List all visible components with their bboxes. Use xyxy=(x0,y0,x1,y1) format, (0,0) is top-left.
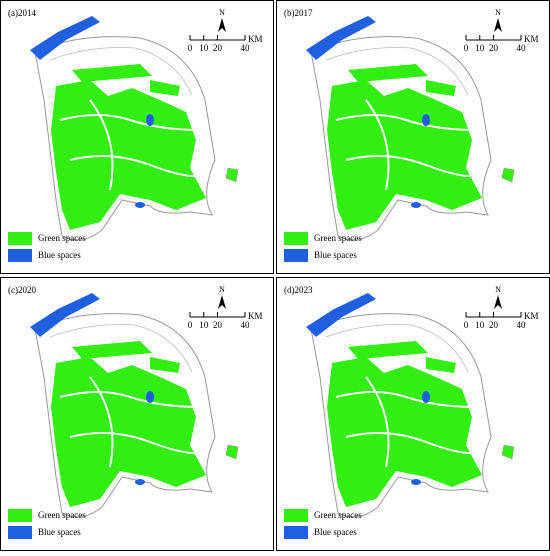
legend-label: Blue spaces xyxy=(314,250,357,260)
scale-label: 0 xyxy=(188,43,193,53)
scale-label: 10 xyxy=(199,320,209,330)
scale-unit: KM xyxy=(524,34,539,44)
island xyxy=(225,444,239,460)
island xyxy=(501,444,515,460)
land-inner xyxy=(49,47,193,96)
legend-swatch xyxy=(8,526,32,539)
scale-label: 10 xyxy=(475,320,485,330)
lake xyxy=(135,202,145,208)
legend-label: Blue spaces xyxy=(38,250,81,260)
scale-label: 20 xyxy=(213,320,223,330)
scale-label: 20 xyxy=(213,43,223,53)
panel-label: (d)2023 xyxy=(284,285,313,295)
legend-label: Green spaces xyxy=(38,510,86,520)
scale-label: 10 xyxy=(475,43,485,53)
river xyxy=(335,376,482,468)
north-arrow xyxy=(218,18,226,32)
scale-label: 40 xyxy=(241,43,251,53)
legend-swatch xyxy=(284,249,308,262)
lake xyxy=(422,391,430,403)
river xyxy=(59,99,206,191)
river xyxy=(59,376,206,468)
scale-label: 40 xyxy=(241,320,251,330)
scale-label: 20 xyxy=(489,43,499,53)
legend-label: Green spaces xyxy=(38,233,86,243)
blue-area xyxy=(30,16,100,60)
legend-label: Blue spaces xyxy=(38,527,81,537)
green-area xyxy=(327,341,482,507)
lake xyxy=(146,114,154,126)
land-inner xyxy=(325,47,469,96)
legend-swatch xyxy=(284,526,308,539)
scale-label: 40 xyxy=(517,320,527,330)
north-label: N xyxy=(219,285,225,294)
panel-label: (b)2017 xyxy=(284,8,313,18)
legend-label: Blue spaces xyxy=(314,527,357,537)
north-arrow xyxy=(494,18,502,32)
lake xyxy=(146,391,154,403)
scale-label: 0 xyxy=(464,43,469,53)
scale-unit: KM xyxy=(248,34,263,44)
legend-swatch xyxy=(8,249,32,262)
legend-swatch xyxy=(8,232,32,245)
panel-label: (a)2014 xyxy=(8,8,36,18)
island xyxy=(501,167,515,183)
lake xyxy=(411,479,421,485)
green-area xyxy=(51,341,206,507)
river xyxy=(335,99,482,191)
lake xyxy=(411,202,421,208)
blue-area xyxy=(30,293,100,337)
north-label: N xyxy=(219,8,225,17)
north-arrow xyxy=(218,295,226,309)
scale-label: 20 xyxy=(489,320,499,330)
scale-label: 40 xyxy=(517,43,527,53)
land-inner xyxy=(325,324,469,373)
legend-swatch xyxy=(284,509,308,522)
land-inner xyxy=(49,324,193,373)
scale-unit: KM xyxy=(248,311,263,321)
lake xyxy=(422,114,430,126)
blue-area xyxy=(306,293,376,337)
legend-swatch xyxy=(284,232,308,245)
panel-label: (c)2020 xyxy=(8,285,36,295)
north-label: N xyxy=(495,285,501,294)
island xyxy=(225,167,239,183)
legend-label: Green spaces xyxy=(314,233,362,243)
lake xyxy=(135,479,145,485)
legend-label: Green spaces xyxy=(314,510,362,520)
north-label: N xyxy=(495,8,501,17)
blue-area xyxy=(306,16,376,60)
green-area xyxy=(51,64,206,230)
scale-label: 0 xyxy=(464,320,469,330)
legend-swatch xyxy=(8,509,32,522)
scale-unit: KM xyxy=(524,311,539,321)
scale-label: 10 xyxy=(199,43,209,53)
north-arrow xyxy=(494,295,502,309)
scale-label: 0 xyxy=(188,320,193,330)
green-area xyxy=(327,64,482,230)
